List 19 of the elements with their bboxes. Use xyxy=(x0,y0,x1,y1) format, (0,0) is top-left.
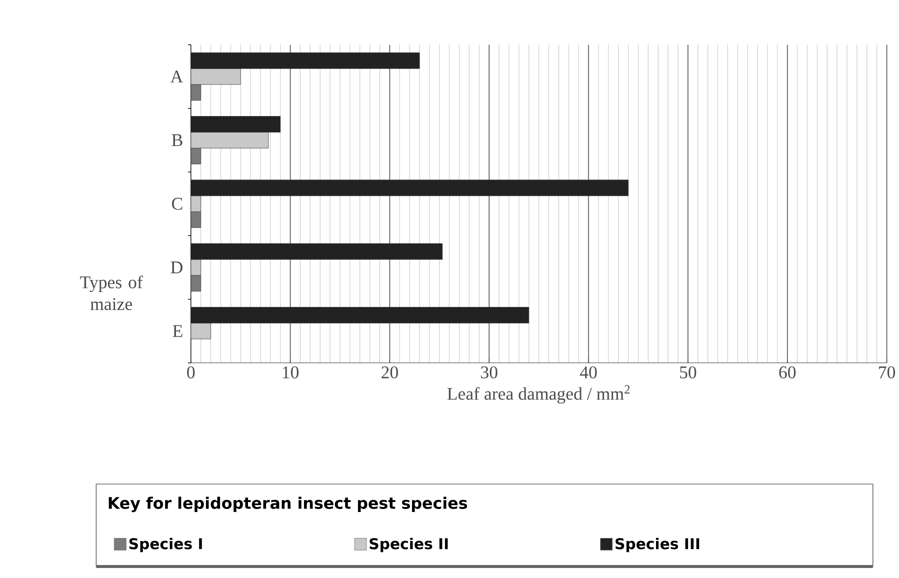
x-tick-label: 50 xyxy=(680,366,696,379)
x-tick-label: 70 xyxy=(879,366,896,379)
legend-label: Species II xyxy=(370,538,448,552)
y-tick-label: C xyxy=(172,198,182,210)
legend-title: Key for lepidopteran insect pest species xyxy=(108,496,468,512)
y-tick-label: B xyxy=(172,134,182,146)
x-tick-label: 60 xyxy=(779,366,796,379)
y-tick-label: E xyxy=(172,325,182,338)
x-axis-title: Leaf area damaged / mm$^{2}$ xyxy=(447,385,630,404)
legend-label: Species III xyxy=(616,538,700,552)
x-tick-label: 10 xyxy=(282,366,299,379)
x-tick-label: 0 xyxy=(187,366,195,379)
y-tick-label: A xyxy=(170,70,184,83)
y-tick-label: D xyxy=(170,262,182,274)
x-tick-label: 40 xyxy=(580,366,597,379)
x-tick-label: 30 xyxy=(481,366,498,379)
x-tick-label: 20 xyxy=(382,366,398,379)
y-axis-title: Types of maize xyxy=(80,276,143,310)
legend-label: Species I xyxy=(129,538,202,552)
